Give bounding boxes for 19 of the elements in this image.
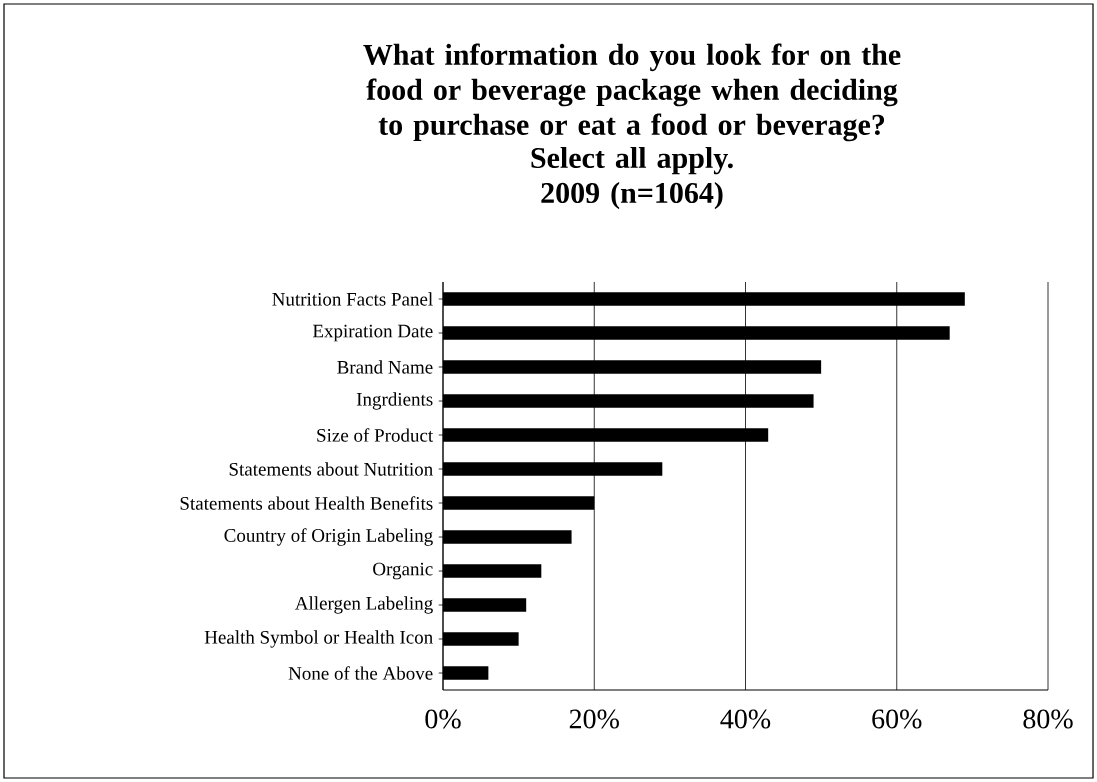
chart-subtitle: Select all apply. 2009 (n=1064)	[531, 147, 733, 210]
y-tick-label: Allergen Labeling	[294, 596, 433, 614]
y-tick-label: Ingrdients	[356, 392, 433, 410]
y-tick-label: Statements about Nutrition	[229, 462, 433, 476]
x-tick-label: 60%	[872, 709, 922, 729]
y-tick-label: Brand Name	[337, 360, 433, 374]
x-tick-label: 80%	[1023, 709, 1073, 729]
x-tick-label: 20%	[569, 709, 619, 729]
y-tick-label: Size of Product	[317, 428, 434, 442]
y-tick-label: Nutrition Facts Panel	[272, 292, 433, 306]
x-tick-label: 40%	[720, 709, 771, 729]
y-tick-label: None of the Above	[288, 666, 433, 680]
y-tick-label: Country of Origin Labeling	[224, 528, 433, 546]
y-tick-label: Expiration Date	[312, 324, 433, 342]
y-tick-label: Health Symbol or Health Icon	[204, 630, 433, 648]
y-tick-label: Organic	[373, 562, 433, 580]
x-tick-label: 0%	[425, 709, 461, 729]
y-tick-label: Statements about Health Benefits	[180, 496, 433, 510]
chart-title: What information do you look for on the food or beverage package when deciding to purchase or eat a food or beverage?	[363, 43, 901, 142]
